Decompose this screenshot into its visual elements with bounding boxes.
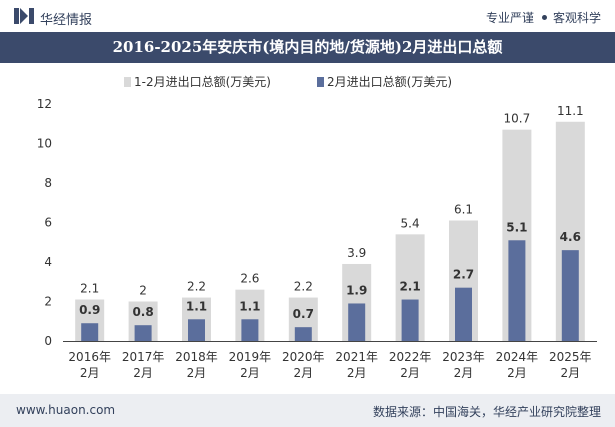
data-label-february: 4.6 xyxy=(560,230,581,244)
x-tick-label: 2020年 xyxy=(282,350,325,364)
tagline-right: 客观科学 xyxy=(552,11,601,25)
data-label-february: 1.1 xyxy=(186,299,207,313)
x-tick-label: 2月 xyxy=(133,366,153,380)
x-tick-label: 2016年 xyxy=(68,350,111,364)
x-tick-label: 2017年 xyxy=(122,350,165,364)
y-tick-label: 4 xyxy=(44,255,52,269)
y-tick-label: 12 xyxy=(37,97,52,111)
x-tick-label: 2024年 xyxy=(496,350,539,364)
data-label-february: 0.7 xyxy=(293,307,314,321)
legend-label-1: 1-2月进出口总额(万美元) xyxy=(134,75,271,89)
x-tick-label: 2月 xyxy=(187,366,207,380)
bar-february xyxy=(561,250,579,341)
data-source: 数据来源：中国海关，华经产业研究院整理 xyxy=(372,405,601,419)
data-label-total: 2 xyxy=(139,284,147,298)
data-label-total: 6.1 xyxy=(454,203,473,217)
footer: www.huaon.com 数据来源：中国海关，华经产业研究院整理 xyxy=(0,394,615,427)
x-tick-label: 2018年 xyxy=(175,350,218,364)
x-tick-label: 2月 xyxy=(347,366,367,380)
top-bar: 华经情报 专业严谨 客观科学 xyxy=(0,0,615,32)
bar-february xyxy=(241,319,259,341)
legend-swatch-1 xyxy=(124,77,131,87)
data-label-february: 1.1 xyxy=(239,299,260,313)
data-label-february: 2.7 xyxy=(453,268,474,282)
data-label-total: 2.2 xyxy=(294,280,313,294)
data-label-february: 0.9 xyxy=(79,303,100,317)
x-tick-label: 2月 xyxy=(507,366,527,380)
x-tick-label: 2月 xyxy=(400,366,420,380)
bar-february xyxy=(81,323,99,341)
y-tick-label: 8 xyxy=(44,176,52,190)
y-tick-label: 0 xyxy=(44,334,52,348)
bar-february xyxy=(508,240,526,341)
title-bar: 2016-2025年安庆市(境内目的地/货源地)2月进出口总额 xyxy=(0,32,615,63)
x-tick-label: 2月 xyxy=(454,366,474,380)
bar-february xyxy=(294,327,312,341)
bar-february xyxy=(188,319,205,341)
legend-swatch-2 xyxy=(317,77,324,87)
bar-february xyxy=(348,303,366,341)
bar-chart: 1-2月进出口总额(万美元) 2月进出口总额(万美元) 0 2 4 6 8 10 12 2.1 0.… xyxy=(37,75,597,380)
huajing-logo-icon xyxy=(14,8,34,24)
legend-label-2: 2月进出口总额(万美元) xyxy=(327,75,452,89)
bar-february xyxy=(134,325,152,341)
x-tick-label: 2019年 xyxy=(229,350,272,364)
x-tick-label: 2021年 xyxy=(335,350,378,364)
data-label-total: 3.9 xyxy=(347,246,366,260)
website-link[interactable]: www.huaon.com xyxy=(16,403,116,417)
data-label-february: 5.1 xyxy=(506,220,527,234)
data-label-february: 0.8 xyxy=(132,305,153,319)
x-tick-label: 2023年 xyxy=(442,350,485,364)
bar-february xyxy=(455,287,472,341)
data-label-total: 2.6 xyxy=(240,272,259,286)
x-tick-label: 2022年 xyxy=(389,350,432,364)
data-label-february: 1.9 xyxy=(346,283,367,297)
x-tick-label: 2月 xyxy=(240,366,260,380)
x-tick-label: 2月 xyxy=(80,366,100,380)
y-tick-label: 10 xyxy=(37,137,52,151)
tagline-left: 专业严谨 xyxy=(485,11,534,25)
data-label-total: 2.2 xyxy=(187,280,206,294)
dot-separator xyxy=(541,15,547,20)
brand-name: 华经情报 xyxy=(40,13,93,28)
bar-february xyxy=(401,299,419,341)
tagline: 专业严谨 客观科学 xyxy=(486,9,601,26)
x-tick-label: 2025年 xyxy=(549,350,592,364)
chart-title: 2016-2025年安庆市(境内目的地/货源地)2月进出口总额 xyxy=(112,38,503,56)
data-label-total: 5.4 xyxy=(401,216,420,230)
y-tick-label: 2 xyxy=(44,295,52,309)
data-label-total: 10.7 xyxy=(504,112,531,126)
y-tick-label: 6 xyxy=(44,216,52,230)
x-tick-label: 2月 xyxy=(293,366,313,380)
data-label-total: 11.1 xyxy=(557,104,584,118)
data-label-february: 2.1 xyxy=(399,280,420,294)
x-tick-label: 2月 xyxy=(560,366,580,380)
data-label-total: 2.1 xyxy=(80,282,99,296)
